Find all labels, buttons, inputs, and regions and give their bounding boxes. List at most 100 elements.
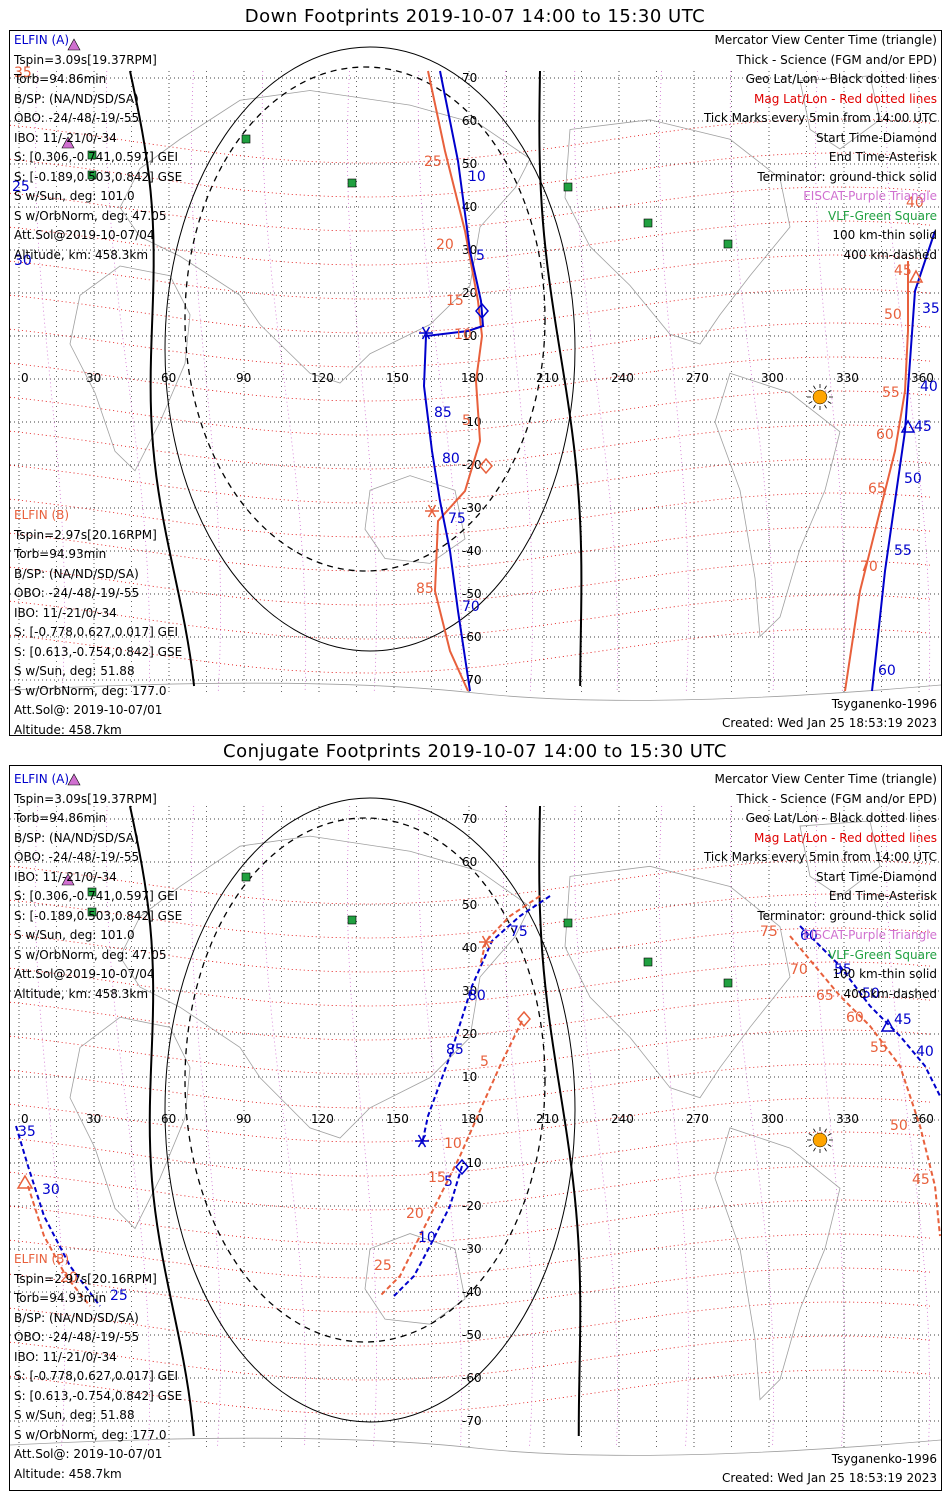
elfin-a-tick-label: 80 — [468, 988, 486, 1004]
vlf-station-square — [643, 218, 653, 228]
down-footprints-map: 0 30 60 90 120 150 180 210 240 270 300 330 360 70 60 50… — [10, 38, 941, 701]
elfin-b-center-triangle — [16, 1174, 34, 1189]
elfin-a-line: B/SP: (NA/ND/SD/SA) — [14, 91, 139, 106]
lon-label: 180 — [461, 1112, 484, 1126]
legend-item: Mercator View Center Time (triangle) — [714, 33, 937, 47]
conjugate-footprints-panel: 0 30 60 90 120 150 180 210 240 270 300 330 360 70 60 50… — [9, 765, 942, 1491]
elfin-a-conjugate-track — [393, 1165, 463, 1297]
legend-item: Tick Marks every 5min from 14:00 UTC — [703, 850, 937, 864]
legend-item: VLF-Green Square — [828, 947, 937, 962]
coastline — [364, 1233, 466, 1325]
elfin-a-track — [422, 70, 485, 692]
mag-lon-curve — [34, 805, 66, 1447]
vlf-station-square — [723, 978, 733, 988]
legend-item: Terminator: ground-thick solid — [757, 169, 937, 184]
lon-label: 330 — [836, 1112, 859, 1126]
elfin-a-tick-label: 35 — [18, 1124, 36, 1140]
lat-label: 20 — [462, 1027, 477, 1041]
elfin-a-end-asterisk — [417, 1134, 427, 1148]
lat-label: -70 — [462, 1414, 482, 1428]
lat-label: 50 — [462, 898, 477, 912]
elfin-a-tick-label: 45 — [914, 419, 932, 435]
lat-label: 70 — [462, 812, 477, 826]
lon-label: 210 — [536, 1112, 559, 1126]
elfin-b-center-triangle — [908, 269, 924, 283]
elfin-a-tick-label: 40 — [920, 379, 938, 395]
lat-label: -10 — [462, 415, 482, 429]
sun-ray — [824, 404, 827, 409]
elfin-b-tick-label: 75 — [760, 924, 778, 940]
elfin-a-tick-label: 60 — [800, 928, 818, 944]
coastline — [714, 372, 841, 638]
elfin-b-tick-label: 10 — [454, 327, 472, 343]
vlf-station-square — [87, 170, 97, 180]
legend-item: Start Time-Diamond — [815, 130, 937, 145]
elfin-b-tick-label: 40 — [906, 195, 924, 211]
mag-lon-curve — [261, 805, 306, 1447]
sun-ray — [827, 1144, 832, 1147]
lat-label: -50 — [462, 587, 482, 601]
sun-ray — [827, 401, 832, 404]
elfin-b-tick-label: 65 — [816, 988, 834, 1004]
elfin-a-center-triangle — [880, 1018, 896, 1032]
elfin-a-tick-label: 5 — [444, 1174, 453, 1190]
lon-label: 270 — [686, 371, 709, 385]
elfin-b-tick-label: 70 — [790, 962, 808, 978]
elfin-b-tick-label: 50 — [890, 1118, 908, 1134]
elfin-b-line: Altitude: 458.7km — [14, 1466, 122, 1481]
elfin-a-line: Torb=94.86min — [14, 72, 107, 86]
lon-label: 300 — [761, 1112, 784, 1126]
elfin-a-line: OBO: -24/-48/-19/-55 — [14, 850, 140, 864]
legend-item: End Time-Asterisk — [828, 889, 937, 903]
lon-label: 240 — [611, 1112, 634, 1126]
elfin-a-line: S: [-0.189,0.503,0.842] GSE — [14, 169, 183, 184]
mag-lon-curve — [261, 70, 307, 692]
legend-item: 100 km-thin solid — [832, 967, 937, 981]
lat-label: 60 — [462, 114, 477, 128]
elfin-a-line: OBO: -24/-48/-19/-55 — [14, 111, 140, 125]
sun-ray — [824, 1147, 827, 1152]
lat-label: -60 — [462, 1371, 482, 1385]
coastline — [69, 265, 191, 472]
elfin-b-tick-label: 60 — [846, 1010, 864, 1026]
elfin-a-line: S w/OrbNorm, deg: 47.05 — [14, 947, 167, 962]
legend-item: Geo Lat/Lon - Black dotted lines — [745, 811, 937, 825]
vlf-station-square — [241, 872, 251, 882]
elfin-b-tick-label: 15 — [446, 293, 464, 309]
lat-label: -20 — [462, 1199, 482, 1213]
lon-label: 210 — [536, 371, 559, 385]
lon-label: 120 — [311, 371, 334, 385]
elfin-b-conjugate-track — [379, 1020, 523, 1297]
elfin-b-line: IBO: 11/-21/0/-34 — [14, 1349, 117, 1364]
lon-label: 360 — [911, 371, 934, 385]
elfin-b-line: Tspin=2.97s[20.16RPM] — [14, 1271, 157, 1286]
coastline — [799, 820, 881, 897]
mag-lon-curve — [502, 805, 534, 1447]
legend-item: EISCAT-Purple Triangle — [803, 189, 937, 203]
terminator-line — [538, 805, 582, 1437]
coastline — [714, 1127, 841, 1401]
elfin-a-tick-label: 50 — [904, 471, 922, 487]
elfin-a-header: ELFIN (A) — [14, 33, 70, 47]
lon-label: 90 — [236, 1112, 251, 1126]
elfin-b-end-asterisk — [427, 504, 437, 518]
legend-item: Terminator: ground-thick solid — [757, 908, 937, 923]
sun-ray — [808, 401, 813, 404]
vlf-station-square — [563, 918, 573, 928]
sun-ray — [824, 1128, 827, 1133]
lat-label: -60 — [462, 630, 482, 644]
lat-label: 10 — [462, 329, 477, 343]
eiscat-triangle — [67, 773, 81, 786]
elfin-b-line: B/SP: (NA/ND/SD/SA) — [14, 1310, 139, 1325]
bottom-panel-title: Conjugate Footprints 2019-10-07 14:00 to… — [223, 741, 727, 762]
sun-ray — [808, 1144, 813, 1147]
elfin-b-tick-label: 25 — [374, 1258, 392, 1274]
lat-label: -40 — [462, 1285, 482, 1299]
elfin-b-tick-label: 15 — [428, 1170, 446, 1186]
mag-lon-curve — [346, 805, 378, 1447]
elfin-b-tick-label: 20 — [436, 237, 454, 253]
conjugate-footprints-map: 0 30 60 90 120 150 180 210 240 270 300 330 360 70 60 50… — [10, 773, 941, 1456]
elfin-b-line: Tspin=2.97s[20.16RPM] — [14, 527, 157, 542]
mag-lon-curve — [814, 805, 846, 1447]
elfin-a-info-conjugate: ELFIN (A) Tspin=3.09s[19.37RPM] Torb=94.… — [14, 770, 182, 1004]
